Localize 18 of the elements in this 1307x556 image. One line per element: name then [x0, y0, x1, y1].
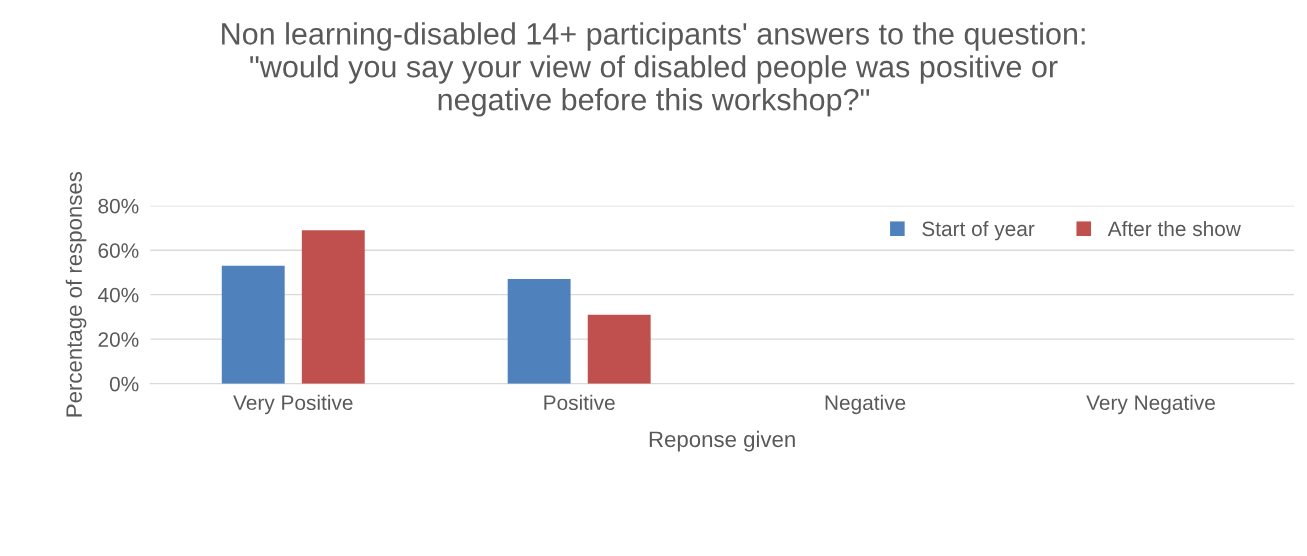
- y-tick-label: 40%: [97, 287, 139, 303]
- y-tick-label: 0%: [109, 376, 139, 392]
- x-tick-label: Negative: [825, 394, 906, 415]
- x-axis-title: Reponse given: [649, 430, 795, 452]
- x-tick-label: Positive: [544, 394, 615, 411]
- bar: [301, 230, 365, 384]
- y-tick-label: 60%: [98, 243, 139, 258]
- legend-label: After the show: [1107, 220, 1241, 237]
- legend-label: Start of year: [922, 220, 1035, 241]
- x-tick-label: Very Negative: [1086, 394, 1215, 415]
- x-tick-label: Very Positive: [233, 394, 353, 415]
- y-axis-title: Percentage of responses: [65, 171, 87, 417]
- bar: [221, 265, 285, 384]
- bar: [507, 279, 571, 384]
- bar: [587, 314, 651, 384]
- chart-title: Non learning-disabled 14+ participants' answers to the question: "would you say your view of disabled people was positive or negative before this workshop?": [222, 22, 1085, 117]
- y-tick-label: 20%: [98, 332, 139, 347]
- y-tick-label: 80%: [98, 198, 139, 214]
